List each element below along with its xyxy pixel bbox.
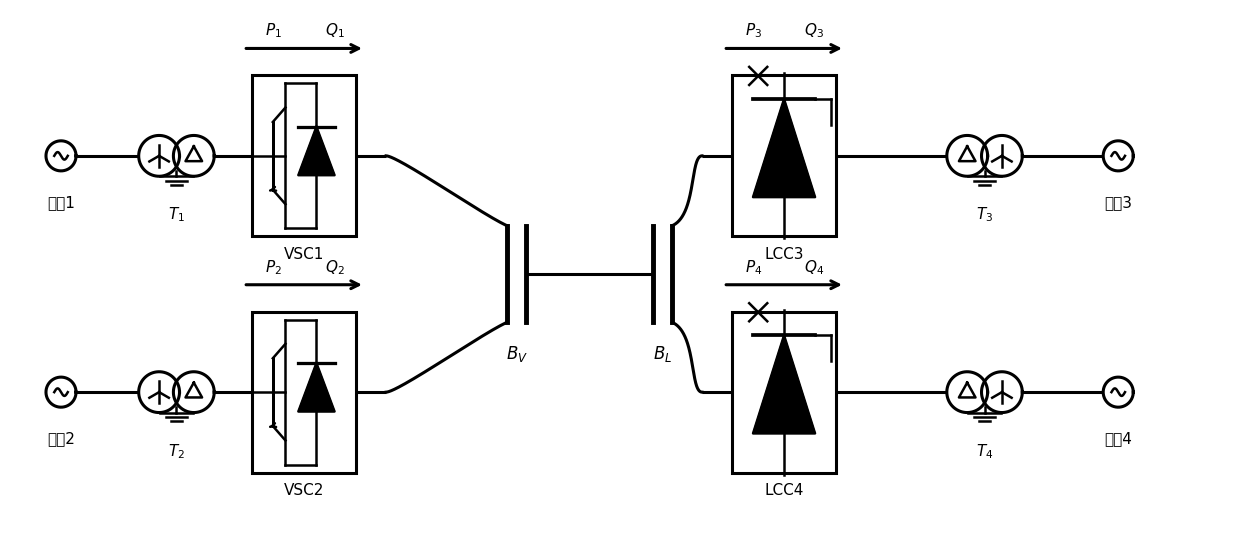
Text: $P_4$: $P_4$ — [745, 258, 763, 277]
Text: 电网2: 电网2 — [47, 431, 74, 447]
Text: 电网3: 电网3 — [1105, 195, 1132, 210]
Text: $Q_1$: $Q_1$ — [325, 22, 345, 41]
Bar — [253, 75, 356, 236]
Text: 电网1: 电网1 — [47, 195, 74, 210]
Text: $Q_4$: $Q_4$ — [805, 258, 825, 277]
Text: T$_3$: T$_3$ — [976, 206, 993, 225]
Text: $Q_2$: $Q_2$ — [325, 258, 345, 277]
Text: $P_3$: $P_3$ — [745, 22, 763, 41]
Polygon shape — [753, 335, 815, 433]
Polygon shape — [753, 99, 815, 197]
Text: LCC3: LCC3 — [764, 247, 804, 262]
Text: $B_L$: $B_L$ — [653, 344, 672, 364]
Bar — [733, 312, 836, 473]
Text: T$_1$: T$_1$ — [167, 206, 185, 225]
Text: 电网4: 电网4 — [1105, 431, 1132, 447]
Polygon shape — [299, 363, 335, 412]
Text: $B_V$: $B_V$ — [506, 344, 528, 364]
Polygon shape — [299, 127, 335, 175]
Bar — [733, 75, 836, 236]
Text: LCC4: LCC4 — [764, 483, 804, 499]
Text: $Q_3$: $Q_3$ — [805, 22, 825, 41]
Text: T$_2$: T$_2$ — [167, 442, 185, 461]
Bar — [253, 312, 356, 473]
Text: VSC1: VSC1 — [284, 247, 324, 262]
Text: $P_1$: $P_1$ — [265, 22, 283, 41]
Text: VSC2: VSC2 — [284, 483, 324, 499]
Text: T$_4$: T$_4$ — [976, 442, 993, 461]
Text: $P_2$: $P_2$ — [265, 258, 283, 277]
